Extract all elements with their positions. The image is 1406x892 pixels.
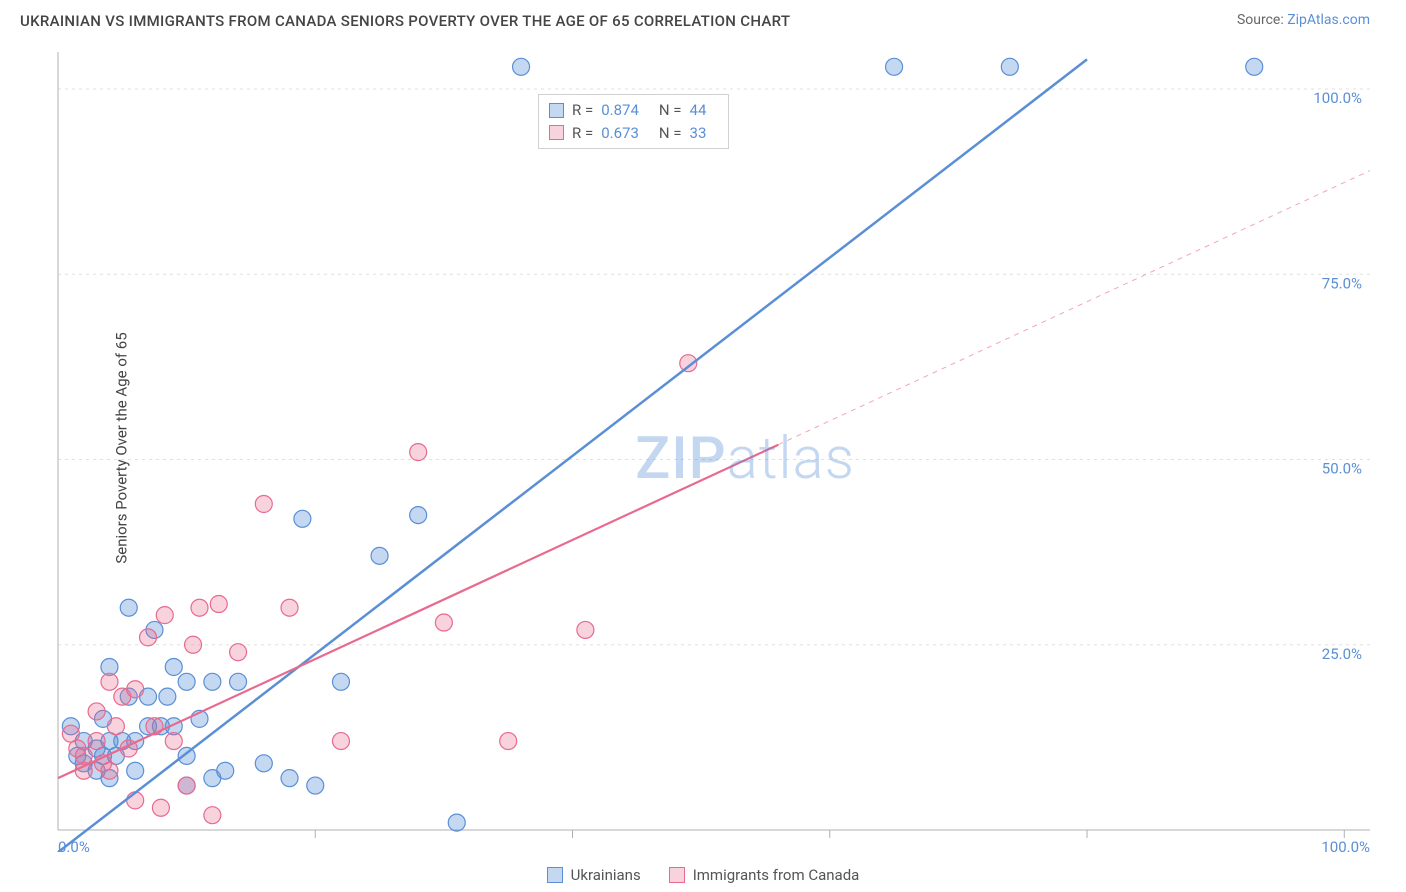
legend-item: Ukrainians	[547, 866, 641, 884]
r-label: R =	[572, 99, 593, 122]
n-label: N =	[659, 122, 682, 145]
scatter-plot: 25.0% 50.0% 75.0% 100.0%	[0, 44, 1406, 852]
legend-item: Immigrants from Canada	[669, 866, 860, 884]
legend-swatch	[547, 867, 563, 883]
svg-text:75.0%: 75.0%	[1322, 274, 1362, 292]
correlation-row: R = 0.874 N = 44	[549, 99, 718, 122]
n-value: 33	[690, 122, 707, 145]
svg-text:50.0%: 50.0%	[1322, 460, 1362, 478]
svg-text:100.0%: 100.0%	[1313, 89, 1362, 107]
x-max-label: 100.0%	[1321, 838, 1370, 856]
series-legend: Ukrainians Immigrants from Canada	[0, 866, 1406, 884]
source-link[interactable]: ZipAtlas.com	[1287, 12, 1370, 28]
legend-label: Ukrainians	[571, 866, 641, 884]
chart-title: UKRAINIAN VS IMMIGRANTS FROM CANADA SENI…	[20, 12, 790, 30]
source-label: Source:	[1237, 12, 1284, 28]
n-value: 44	[690, 99, 707, 122]
r-label: R =	[572, 122, 593, 145]
correlation-row: R = 0.673 N = 33	[549, 122, 718, 145]
legend-swatch	[549, 103, 564, 118]
legend-label: Immigrants from Canada	[693, 866, 860, 884]
source-attribution: Source: ZipAtlas.com	[1237, 12, 1370, 28]
x-min-label: 0.0%	[58, 838, 90, 856]
legend-swatch	[669, 867, 685, 883]
r-value: 0.874	[601, 99, 639, 122]
correlation-legend: R = 0.874 N = 44 R = 0.673 N = 33	[538, 94, 729, 149]
r-value: 0.673	[601, 122, 639, 145]
legend-swatch	[549, 125, 564, 140]
n-label: N =	[659, 99, 682, 122]
x-axis-labels: 0.0% 100.0%	[58, 838, 1370, 856]
svg-text:25.0%: 25.0%	[1322, 645, 1362, 663]
chart-area: Seniors Poverty Over the Age of 65 25.0%…	[0, 44, 1406, 852]
